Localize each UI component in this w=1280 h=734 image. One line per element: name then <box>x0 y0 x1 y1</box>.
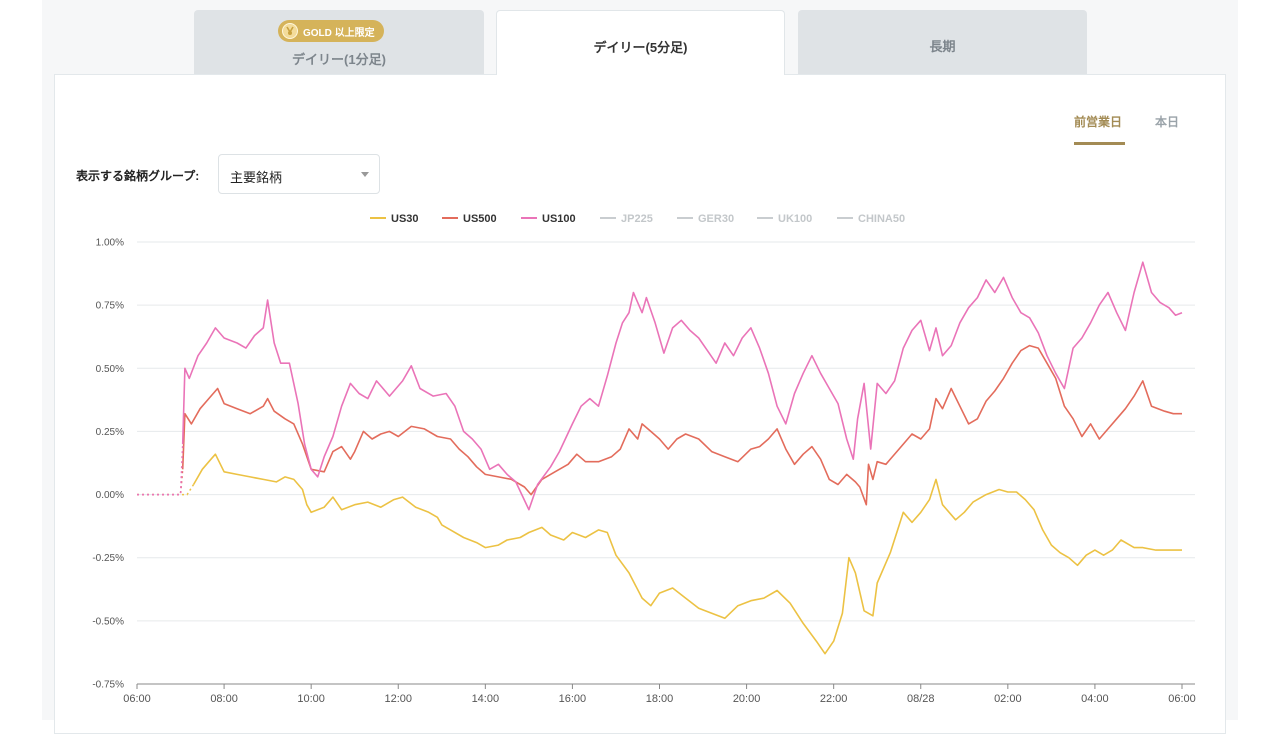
gold-medal-icon <box>282 23 298 39</box>
x-tick-label: 06:00 <box>1168 693 1196 705</box>
x-tick-label: 04:00 <box>1081 693 1109 705</box>
legend-item-jp225[interactable]: JP225 <box>600 213 653 225</box>
x-tick-label: 16:00 <box>559 693 587 705</box>
y-tick-label: 0.75% <box>96 301 124 312</box>
y-tick-label: 0.25% <box>96 427 124 438</box>
legend-item-china50[interactable]: CHINA50 <box>837 213 905 225</box>
chevron-down-icon <box>361 172 369 177</box>
x-tick-label: 10:00 <box>297 693 325 705</box>
x-tick-label: 02:00 <box>994 693 1022 705</box>
series-line-us30[interactable] <box>192 453 1182 655</box>
legend-label: UK100 <box>778 213 812 225</box>
gold-only-badge: GOLD 以上限定 <box>278 20 384 42</box>
chart-grid <box>137 241 1195 685</box>
x-tick-label: 12:00 <box>384 693 412 705</box>
series-line-us100-preopen <box>137 444 184 496</box>
tab-label: デイリー(1分足) <box>292 52 386 67</box>
legend-label: JP225 <box>621 213 653 225</box>
tab-daily-5min[interactable]: デイリー(5分足) <box>496 10 785 75</box>
gold-badge-label: GOLD 以上限定 <box>303 27 375 39</box>
x-tick-label: 08/28 <box>907 693 935 705</box>
y-tick-label: -0.25% <box>92 553 124 564</box>
tab-daily-1min[interactable]: GOLD 以上限定 デイリー(1分足) <box>194 10 484 74</box>
legend-item-us500[interactable]: US500 <box>442 213 497 225</box>
period-previous-day[interactable]: 前営業日 <box>1074 115 1123 129</box>
x-tick-label: 22:00 <box>820 693 848 705</box>
legend-item-us30[interactable]: US30 <box>370 213 419 225</box>
x-tick-label: 14:00 <box>472 693 500 705</box>
legend-label: US100 <box>542 213 576 225</box>
period-today[interactable]: 本日 <box>1155 115 1180 129</box>
legend-label: US500 <box>463 213 497 225</box>
group-select[interactable]: 主要銘柄 <box>218 154 380 194</box>
group-select-label: 表示する銘柄グループ: <box>76 169 200 183</box>
x-axis-ticks: 06:00 08:00 10:00 12:00 14:00 16:00 18:00 20:00… <box>123 684 1196 705</box>
x-tick-label: 08:00 <box>210 693 238 705</box>
y-tick-label: 1.00% <box>96 238 124 249</box>
legend-item-ger30[interactable]: GER30 <box>677 213 734 225</box>
x-tick-label: 06:00 <box>123 693 151 705</box>
series-line-us100[interactable] <box>181 261 1183 511</box>
legend-item-us100[interactable]: US100 <box>521 213 576 225</box>
y-tick-label: 0.00% <box>96 490 124 501</box>
series-line-us30-preopen <box>137 484 195 496</box>
y-tick-label: -0.75% <box>92 680 124 691</box>
series-line-us500-preopen <box>137 469 184 496</box>
legend-item-uk100[interactable]: UK100 <box>757 213 812 225</box>
tab-label: 長期 <box>929 39 956 54</box>
chart-series <box>137 261 1183 655</box>
y-tick-label: 0.50% <box>96 364 124 375</box>
legend-label: US30 <box>391 213 419 225</box>
y-axis-ticks: 1.00% 0.75% 0.50% 0.25% 0.00% -0.25% -0.50% -0.… <box>92 238 124 691</box>
series-line-us500[interactable] <box>181 344 1182 506</box>
legend-label: CHINA50 <box>858 213 905 225</box>
group-select-value: 主要銘柄 <box>230 170 283 185</box>
y-tick-label: -0.50% <box>92 616 124 627</box>
x-tick-label: 20:00 <box>733 693 761 705</box>
x-tick-label: 18:00 <box>646 693 674 705</box>
tab-long-term[interactable]: 長期 <box>798 10 1087 74</box>
chart-legend: US30 US500 US100 JP225 GER30 UK100 CHINA50 <box>370 213 905 225</box>
legend-label: GER30 <box>698 213 734 225</box>
tab-label: デイリー(5分足) <box>593 40 688 55</box>
period-active-underline <box>1074 142 1125 145</box>
